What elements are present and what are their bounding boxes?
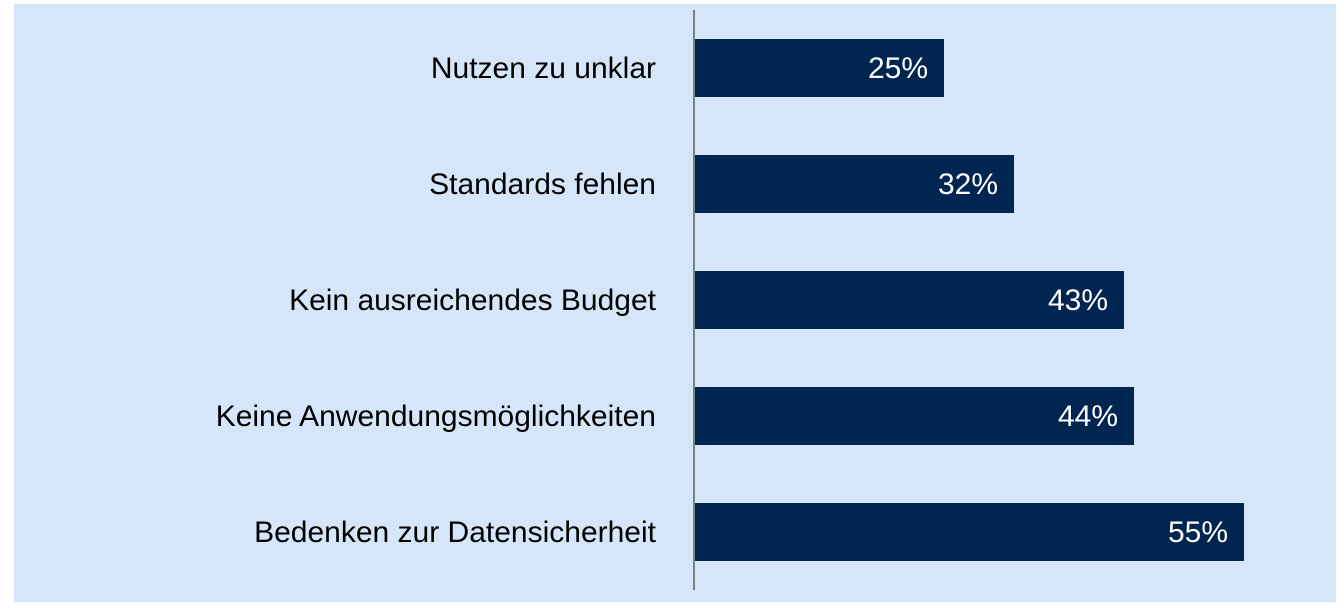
value-label: 32% (938, 168, 998, 201)
value-label: 55% (1168, 516, 1228, 549)
y-tick-label: Nutzen zu unklar (431, 52, 656, 85)
value-label: 44% (1058, 400, 1118, 433)
bar (694, 503, 1244, 561)
bar (694, 387, 1134, 445)
y-tick-label: Kein ausreichendes Budget (289, 284, 657, 317)
bar (694, 155, 1014, 213)
bar (694, 39, 944, 97)
value-label: 43% (1048, 284, 1108, 317)
y-tick-label: Bedenken zur Datensicherheit (254, 516, 657, 549)
y-tick-label: Keine Anwendungsmöglichkeiten (216, 400, 656, 433)
bar (694, 271, 1124, 329)
value-label: 25% (868, 52, 928, 85)
y-tick-label: Standards fehlen (429, 168, 656, 201)
